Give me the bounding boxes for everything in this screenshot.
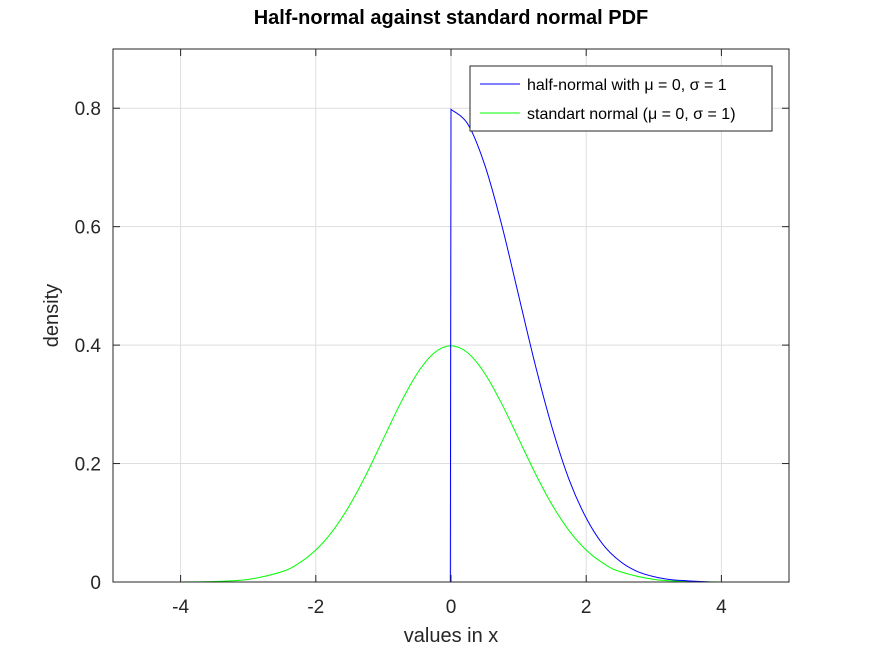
y-tick-label: 0.4: [75, 336, 102, 357]
x-tick-label: 0: [446, 597, 457, 618]
y-axis-label: density: [41, 284, 63, 347]
x-tick-label: -4: [172, 597, 189, 618]
legend-label-standard-normal: standart normal (μ = 0, σ = 1): [527, 106, 736, 123]
x-tick-label: 2: [581, 597, 592, 618]
series-layer: [112, 108, 790, 583]
legend: half-normal with μ = 0, σ = 1 standart n…: [469, 65, 773, 132]
legend-box: [469, 65, 773, 132]
half-normal-line: [207, 108, 712, 583]
y-tick-label: 0: [90, 573, 101, 594]
legend-label-half-normal: half-normal with μ = 0, σ = 1: [527, 77, 727, 94]
x-tick-label: 4: [716, 597, 727, 618]
x-axis-label: values in x: [404, 625, 499, 647]
y-tick-label: 0.8: [75, 99, 101, 120]
x-tick-label: -2: [307, 597, 324, 618]
y-tick-label: 0.2: [75, 455, 101, 476]
y-tick-label: 0.6: [75, 218, 101, 239]
chart-title: Half-normal against standard normal PDF: [254, 7, 649, 29]
tick-layer: -4 -2 0 2 4 0 0.2 0.4 0.6 0.8: [75, 49, 789, 618]
